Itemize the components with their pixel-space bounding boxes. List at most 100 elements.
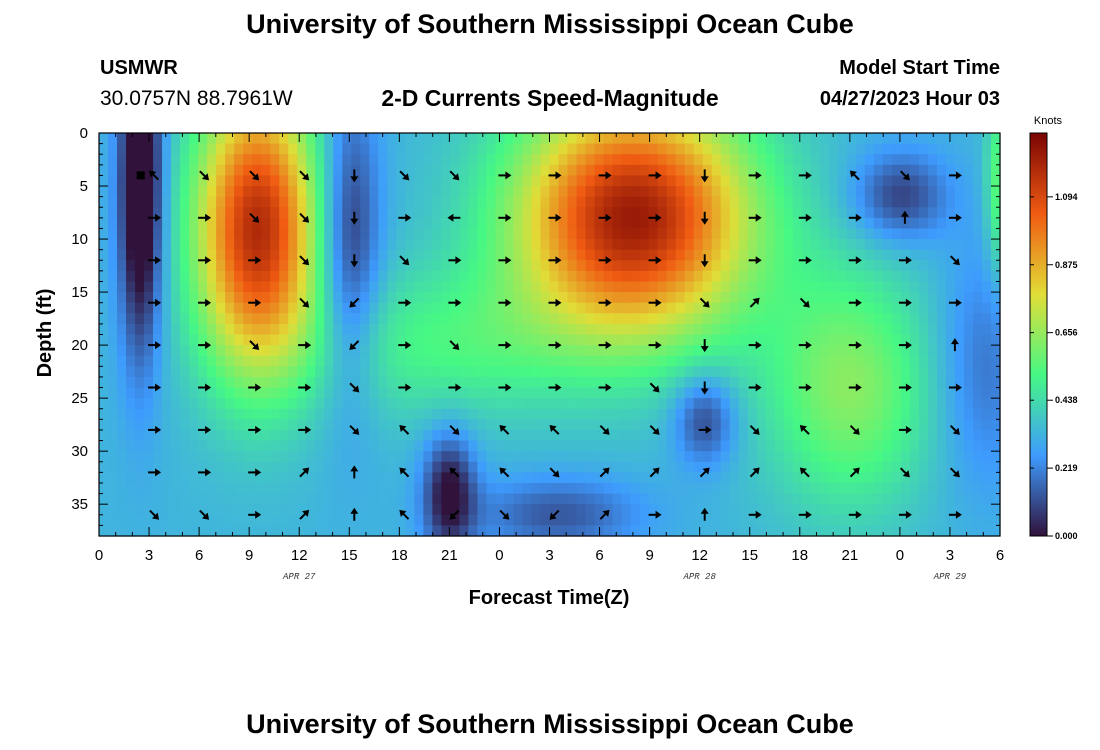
- heatmap-cell: [558, 525, 569, 537]
- heatmap-cell: [279, 260, 289, 272]
- heatmap-cell: [864, 270, 875, 283]
- heatmap-cell: [801, 239, 812, 251]
- heatmap-cell: [288, 398, 298, 410]
- heatmap-cell: [288, 228, 298, 240]
- heatmap-cell: [504, 387, 515, 399]
- heatmap-cell: [144, 451, 154, 463]
- heatmap-cell: [864, 323, 875, 336]
- heatmap-cell: [909, 154, 920, 166]
- heatmap-cell: [774, 398, 785, 410]
- heatmap-cell: [522, 525, 533, 537]
- heatmap-cell: [918, 175, 929, 187]
- heatmap-cell: [459, 270, 470, 283]
- heatmap-cell: [324, 482, 334, 495]
- heatmap-cell: [783, 249, 794, 261]
- heatmap-cell: [270, 419, 280, 431]
- heatmap-cell: [648, 408, 659, 420]
- heatmap-cell: [747, 451, 758, 463]
- heatmap-cell: [522, 376, 533, 389]
- heatmap-cell: [522, 355, 533, 367]
- heatmap-cell: [630, 164, 641, 177]
- heatmap-cell: [954, 292, 965, 304]
- heatmap-cell: [306, 408, 316, 420]
- heatmap-cell: [459, 482, 470, 495]
- heatmap-cell: [180, 440, 190, 452]
- heatmap-cell: [972, 270, 983, 283]
- heatmap-cell: [531, 207, 542, 219]
- heatmap-cell: [252, 292, 262, 304]
- heatmap-cell: [99, 334, 109, 346]
- heatmap-cell: [135, 143, 145, 155]
- heatmap-cell: [324, 387, 334, 399]
- heatmap-cell: [99, 355, 109, 367]
- current-vector: [548, 171, 562, 180]
- heatmap-cell: [891, 164, 902, 177]
- current-vector: [549, 467, 560, 478]
- heatmap-cell: [414, 504, 424, 516]
- heatmap-cell: [504, 207, 515, 219]
- heatmap-cell: [315, 186, 325, 198]
- heatmap-cell: [333, 334, 343, 346]
- heatmap-cell: [594, 292, 605, 304]
- heatmap-cell: [198, 133, 208, 145]
- heatmap-cell: [333, 451, 343, 463]
- heatmap-cell: [630, 440, 641, 452]
- heatmap-cell: [324, 376, 334, 389]
- heatmap-cell: [234, 302, 244, 314]
- heatmap-cell: [693, 207, 704, 219]
- heatmap-cell: [927, 186, 938, 198]
- heatmap-cell: [765, 228, 776, 240]
- heatmap-cell: [288, 451, 298, 463]
- heatmap-cell: [558, 207, 569, 219]
- heatmap-cell: [117, 175, 127, 187]
- heatmap-cell: [567, 461, 578, 473]
- heatmap-cell: [747, 493, 758, 505]
- heatmap-cell: [549, 398, 560, 410]
- heatmap-cell: [216, 323, 226, 336]
- heatmap-cell: [900, 461, 911, 473]
- colorbar-tick-label: 0.656: [1055, 328, 1078, 338]
- heatmap-cell: [171, 429, 181, 442]
- heatmap-cell: [459, 461, 470, 473]
- heatmap-cell: [603, 461, 614, 473]
- heatmap-cell: [612, 281, 623, 293]
- heatmap-cell: [972, 228, 983, 240]
- heatmap-cell: [432, 133, 442, 145]
- heatmap-cell: [927, 387, 938, 399]
- current-vector: [700, 381, 709, 395]
- heatmap-cell: [576, 175, 587, 187]
- heatmap-cell: [189, 440, 199, 452]
- heatmap-cell: [378, 376, 388, 389]
- heatmap-cell: [729, 260, 740, 272]
- heatmap-cell: [792, 217, 803, 230]
- heatmap-cell: [891, 398, 902, 410]
- current-vector: [198, 213, 212, 222]
- heatmap-cell: [882, 228, 893, 240]
- current-vector: [349, 340, 360, 351]
- heatmap-cell: [468, 260, 479, 272]
- heatmap-cell: [477, 313, 488, 325]
- heatmap-cell: [846, 313, 857, 325]
- heatmap-cell: [792, 281, 803, 293]
- heatmap-cell: [459, 334, 470, 346]
- heatmap-cell: [153, 217, 163, 230]
- heatmap-cell: [495, 334, 506, 346]
- heatmap-cell: [639, 482, 650, 495]
- heatmap-cell: [873, 207, 884, 219]
- heatmap-cell: [216, 334, 226, 346]
- heatmap-cell: [666, 376, 677, 389]
- heatmap-cell: [873, 345, 884, 357]
- heatmap-cell: [963, 143, 974, 155]
- heatmap-cell: [252, 270, 262, 283]
- heatmap-cell: [468, 472, 479, 484]
- heatmap-cell: [495, 355, 506, 367]
- heatmap-cell: [801, 525, 812, 537]
- heatmap-cell: [540, 175, 551, 187]
- heatmap-cell: [459, 217, 470, 230]
- heatmap-cell: [855, 270, 866, 283]
- heatmap-cell: [99, 249, 109, 261]
- heatmap-cell: [909, 419, 920, 431]
- heatmap-cell: [864, 292, 875, 304]
- heatmap-cell: [639, 133, 650, 145]
